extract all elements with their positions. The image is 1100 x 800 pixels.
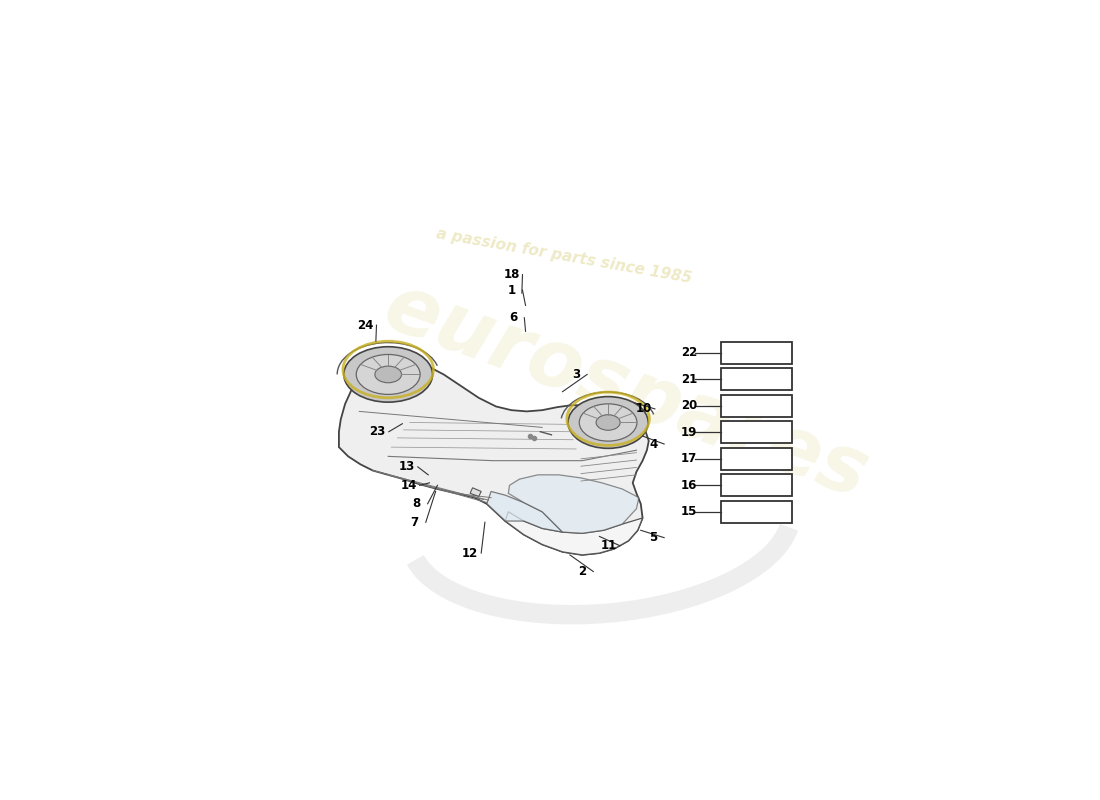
Polygon shape bbox=[505, 512, 642, 555]
Text: 13: 13 bbox=[398, 460, 415, 474]
Polygon shape bbox=[508, 475, 639, 534]
Text: 11: 11 bbox=[601, 539, 617, 552]
Text: 14: 14 bbox=[400, 479, 417, 492]
Text: 16: 16 bbox=[681, 479, 697, 492]
Ellipse shape bbox=[580, 404, 637, 441]
Bar bbox=[720, 422, 792, 443]
Bar bbox=[720, 342, 792, 364]
Text: 21: 21 bbox=[681, 373, 697, 386]
Polygon shape bbox=[339, 360, 649, 555]
Polygon shape bbox=[486, 491, 562, 532]
Bar bbox=[720, 501, 792, 523]
Ellipse shape bbox=[568, 397, 648, 448]
Bar bbox=[720, 368, 792, 390]
Text: 22: 22 bbox=[681, 346, 697, 359]
Text: 7: 7 bbox=[410, 516, 419, 529]
Text: 24: 24 bbox=[358, 318, 374, 332]
Polygon shape bbox=[470, 488, 481, 496]
Ellipse shape bbox=[596, 414, 620, 430]
Text: 17: 17 bbox=[681, 452, 697, 466]
Text: 4: 4 bbox=[649, 438, 657, 450]
Text: 8: 8 bbox=[412, 498, 420, 510]
Text: 15: 15 bbox=[681, 506, 697, 518]
Text: eurospares: eurospares bbox=[373, 268, 878, 515]
Text: 10: 10 bbox=[636, 402, 652, 415]
Bar bbox=[720, 448, 792, 470]
Text: 18: 18 bbox=[503, 268, 519, 281]
Text: 1: 1 bbox=[507, 283, 516, 297]
Text: 23: 23 bbox=[370, 426, 386, 438]
Text: a passion for parts since 1985: a passion for parts since 1985 bbox=[434, 226, 693, 286]
Text: 3: 3 bbox=[572, 368, 580, 381]
Bar bbox=[720, 474, 792, 496]
Text: 12: 12 bbox=[462, 546, 478, 559]
Text: 2: 2 bbox=[579, 565, 586, 578]
Text: 19: 19 bbox=[681, 426, 697, 439]
Ellipse shape bbox=[344, 346, 432, 402]
Ellipse shape bbox=[356, 354, 420, 394]
Text: 20: 20 bbox=[681, 399, 697, 412]
Text: 5: 5 bbox=[649, 531, 657, 544]
Bar bbox=[720, 394, 792, 417]
Text: 6: 6 bbox=[509, 311, 517, 324]
Ellipse shape bbox=[375, 366, 402, 382]
